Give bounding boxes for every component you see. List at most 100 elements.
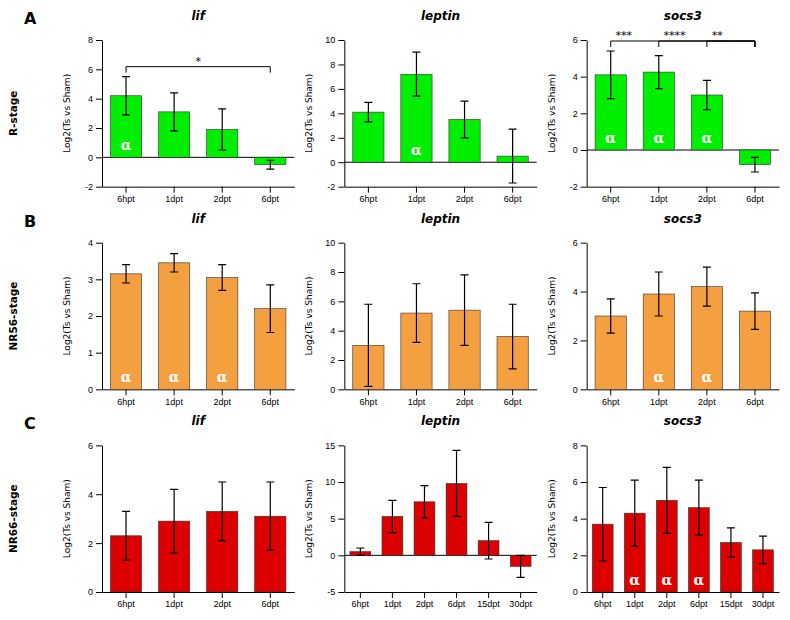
y-tick: 2 <box>330 133 344 143</box>
y-tick: 4 <box>573 514 587 524</box>
x-tick: 6dpt <box>262 389 280 406</box>
y-axis-title: Log2(Ts vs Sham) <box>62 74 72 153</box>
error-bar <box>218 265 226 291</box>
x-tick-label: 6hpt <box>117 397 135 407</box>
x-tick: 6hpt <box>602 389 620 406</box>
y-tick-line <box>338 40 344 41</box>
x-tick: 2dpt <box>213 592 231 609</box>
x-tick: 2dpt <box>698 187 716 204</box>
y-tick-line <box>581 113 587 114</box>
error-bar <box>122 77 130 115</box>
x-tick-line <box>222 389 223 395</box>
x-tick: 6dpt <box>262 187 280 204</box>
plot-area <box>595 51 771 172</box>
x-tick: 6hpt <box>117 592 135 609</box>
x-tick-label: 1dpt <box>626 599 644 609</box>
x-axis: 6hpt1dpt2dpt6dpt <box>103 187 295 204</box>
y-tick-line <box>338 555 344 556</box>
plot-area <box>110 77 286 169</box>
error-bar <box>517 555 525 577</box>
y-tick-label: 5 <box>330 514 335 524</box>
x-tick: 6hpt <box>602 187 620 204</box>
x-tick: 1dpt <box>650 187 668 204</box>
y-tick: 4 <box>573 72 587 82</box>
error-bar <box>218 482 226 541</box>
bar <box>158 263 189 389</box>
x-tick-label: 6dpt <box>262 194 280 204</box>
x-tick-line <box>416 187 417 193</box>
y-tick-label: -2 <box>570 182 578 192</box>
y-tick-line <box>581 150 587 151</box>
y-tick-line <box>96 494 102 495</box>
x-tick-label: 6dpt <box>504 397 522 407</box>
x-tick-label: 2dpt <box>213 599 231 609</box>
alpha-label: α <box>693 572 704 588</box>
x-tick-label: 6hpt <box>360 194 378 204</box>
y-tick-label: 2 <box>88 123 93 133</box>
y-tick: -2 <box>85 182 102 192</box>
y-tick-label: 6 <box>573 477 578 487</box>
x-tick-label: 6hpt <box>117 194 135 204</box>
y-tick: 4 <box>330 326 344 336</box>
significance-label: * <box>195 55 201 68</box>
y-tick-line <box>338 187 344 188</box>
x-tick-line <box>754 389 755 395</box>
x-tick-line <box>222 592 223 598</box>
y-tick: 0 <box>88 153 102 163</box>
x-tick: 1dpt <box>165 592 183 609</box>
alpha-label: α <box>629 572 640 588</box>
significance-label: ** <box>712 29 724 42</box>
x-tick: 6dpt <box>504 389 522 406</box>
y-tick-label: 0 <box>330 158 335 168</box>
panel-title: lif <box>191 414 206 428</box>
x-tick: 2dpt <box>416 592 434 609</box>
row-label: NR56-stage <box>7 282 19 351</box>
y-axis-title: Log2(Ts vs Sham) <box>547 277 557 356</box>
x-tick: 1dpt <box>165 389 183 406</box>
y-tick: 6 <box>88 65 102 75</box>
x-tick-label: 6hpt <box>602 397 620 407</box>
x-tick-line <box>424 592 425 598</box>
panel-title: lif <box>191 212 206 226</box>
y-tick-line <box>338 592 344 593</box>
y-tick-label: 6 <box>330 297 335 307</box>
x-tick-line <box>706 389 707 395</box>
y-tick-line <box>581 292 587 293</box>
y-tick-label: 2 <box>88 538 93 548</box>
x-tick-line <box>174 389 175 395</box>
error-bar <box>364 102 372 122</box>
y-tick-label: 8 <box>330 60 335 70</box>
y-tick: 0 <box>573 385 587 395</box>
x-axis: 6hpt1dpt2dpt6dpt <box>103 592 295 609</box>
y-axis-title: Log2(Ts vs Sham) <box>304 74 314 153</box>
error-bar <box>122 511 130 560</box>
axis-line <box>345 592 537 593</box>
y-tick-line <box>96 353 102 354</box>
x-tick-line <box>706 187 707 193</box>
y-tick-label: 4 <box>330 326 335 336</box>
x-axis: 6hpt1dpt2dpt6dpt <box>587 389 779 406</box>
y-tick-label: 10 <box>325 238 335 248</box>
axis-line <box>103 187 295 188</box>
y-tick: 2 <box>88 311 102 321</box>
y-tick-line <box>96 243 102 244</box>
y-axis: 01234 <box>88 238 103 395</box>
x-tick: 2dpt <box>213 187 231 204</box>
x-tick-line <box>368 187 369 193</box>
y-tick-label: 2 <box>573 336 578 346</box>
x-tick-line <box>174 187 175 193</box>
y-tick-line <box>96 316 102 317</box>
error-bar <box>266 482 274 550</box>
y-axis: 0246810 <box>325 238 345 395</box>
y-tick-label: 6 <box>88 65 93 75</box>
error-bar <box>703 267 711 306</box>
x-tick-label: 6hpt <box>352 599 370 609</box>
error-bar <box>266 285 274 333</box>
y-tick-label: 6 <box>573 35 578 45</box>
y-tick-label: 0 <box>88 153 93 163</box>
x-tick: 6hpt <box>360 187 378 204</box>
y-tick-label: 0 <box>88 587 93 597</box>
x-tick-line <box>368 389 369 395</box>
y-axis-title: Log2(Ts vs Sham) <box>62 277 72 356</box>
x-tick-line <box>754 187 755 193</box>
